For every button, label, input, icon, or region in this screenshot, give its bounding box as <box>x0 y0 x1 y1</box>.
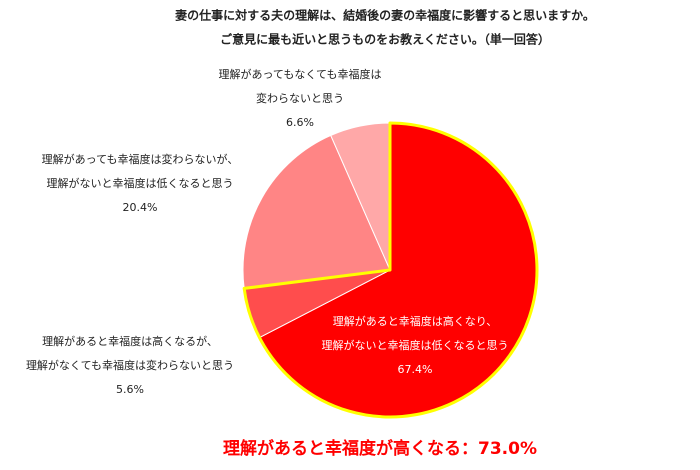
annotation: 理解があると幸福度が高くなる：73.0% <box>223 438 537 459</box>
value-label: 20.4% <box>123 201 158 214</box>
slice-label: 変わらないと思う <box>256 91 344 105</box>
slice-label: 理解があると幸福度は高くなるが、 <box>42 334 218 348</box>
slice-label: 理解があると幸福度は高くなり、 <box>333 314 498 328</box>
value-label: 5.6% <box>116 383 144 396</box>
value-label: 67.4% <box>398 363 433 376</box>
slice-label: 理解がないと幸福度は低くなると思う <box>47 176 234 190</box>
chart-title: ご意見に最も近いと思うものをお教えください。（単一回答） <box>220 32 550 47</box>
slice-label: 理解がなくても幸福度は変わらないと思う <box>26 358 234 372</box>
highlight-outline <box>242 121 539 419</box>
chart-title: 妻の仕事に対する夫の理解は、結婚後の妻の幸福度に影響すると思いますか。 <box>175 8 595 23</box>
slice-label: 理解があってもなくても幸福度は <box>218 67 381 81</box>
pie-slice <box>242 134 391 289</box>
value-label: 6.6% <box>286 116 314 129</box>
slice-label: 理解があっても幸福度は変わらないが、 <box>42 152 239 166</box>
slice-label: 理解がないと幸福度は低くなると思う <box>322 338 509 352</box>
